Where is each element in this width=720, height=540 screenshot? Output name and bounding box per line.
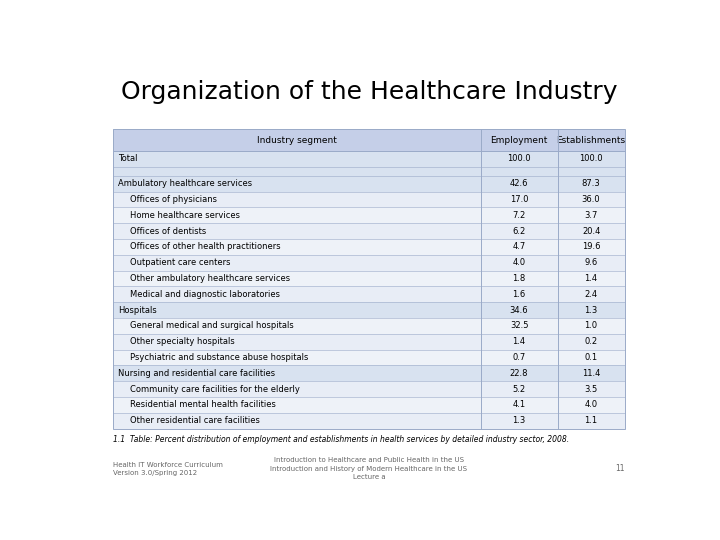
- Bar: [114, 286, 624, 302]
- Text: Ambulatory healthcare services: Ambulatory healthcare services: [118, 179, 252, 188]
- Text: Introduction to Healthcare and Public Health in the US
Introduction and History : Introduction to Healthcare and Public He…: [271, 457, 467, 481]
- Text: Other ambulatory healthcare services: Other ambulatory healthcare services: [130, 274, 290, 283]
- Text: 4.7: 4.7: [513, 242, 526, 252]
- Bar: [114, 318, 624, 334]
- Text: 4.0: 4.0: [513, 258, 526, 267]
- Text: 22.8: 22.8: [510, 369, 528, 378]
- Text: Residential mental health facilities: Residential mental health facilities: [130, 401, 276, 409]
- Text: 11.4: 11.4: [582, 369, 600, 378]
- Bar: [114, 176, 624, 192]
- Text: 9.6: 9.6: [585, 258, 598, 267]
- Text: Total: Total: [118, 154, 138, 163]
- Text: 100.0: 100.0: [508, 154, 531, 163]
- Bar: [114, 334, 624, 349]
- Text: 4.0: 4.0: [585, 401, 598, 409]
- Bar: [114, 207, 624, 223]
- Text: Offices of other health practitioners: Offices of other health practitioners: [130, 242, 281, 252]
- Text: Organization of the Healthcare Industry: Organization of the Healthcare Industry: [121, 80, 617, 104]
- Text: Other residential care facilities: Other residential care facilities: [130, 416, 260, 425]
- Text: General medical and surgical hospitals: General medical and surgical hospitals: [130, 321, 294, 330]
- Text: 87.3: 87.3: [582, 179, 600, 188]
- Text: 5.2: 5.2: [513, 384, 526, 394]
- Text: 100.0: 100.0: [580, 154, 603, 163]
- Text: Psychiatric and substance abuse hospitals: Psychiatric and substance abuse hospital…: [130, 353, 309, 362]
- Bar: [114, 255, 624, 271]
- Bar: [114, 129, 624, 429]
- Bar: [114, 413, 624, 429]
- Text: 0.7: 0.7: [513, 353, 526, 362]
- Text: Other specialty hospitals: Other specialty hospitals: [130, 337, 235, 346]
- Text: 34.6: 34.6: [510, 306, 528, 315]
- Text: 2.4: 2.4: [585, 290, 598, 299]
- Text: 1.3: 1.3: [585, 306, 598, 315]
- Text: 17.0: 17.0: [510, 195, 528, 204]
- Text: 36.0: 36.0: [582, 195, 600, 204]
- Text: 1.4: 1.4: [513, 337, 526, 346]
- Text: Community care facilities for the elderly: Community care facilities for the elderl…: [130, 384, 300, 394]
- Text: 3.7: 3.7: [585, 211, 598, 220]
- Text: Industry segment: Industry segment: [257, 136, 337, 145]
- Text: 1.6: 1.6: [513, 290, 526, 299]
- Text: 11: 11: [615, 464, 624, 474]
- Bar: [114, 192, 624, 207]
- Text: 3.5: 3.5: [585, 384, 598, 394]
- Bar: [114, 129, 624, 151]
- Bar: [114, 271, 624, 286]
- Text: Home healthcare services: Home healthcare services: [130, 211, 240, 220]
- Bar: [114, 381, 624, 397]
- Text: 0.2: 0.2: [585, 337, 598, 346]
- Text: Offices of physicians: Offices of physicians: [130, 195, 217, 204]
- Text: 1.1  Table: Percent distribution of employment and establishments in health serv: 1.1 Table: Percent distribution of emplo…: [114, 435, 570, 444]
- Text: Offices of dentists: Offices of dentists: [130, 227, 207, 235]
- Bar: [114, 349, 624, 366]
- Text: 0.1: 0.1: [585, 353, 598, 362]
- Text: 1.4: 1.4: [585, 274, 598, 283]
- Bar: [114, 366, 624, 381]
- Bar: [114, 223, 624, 239]
- Text: Establishments: Establishments: [557, 136, 626, 145]
- Text: Employment: Employment: [490, 136, 548, 145]
- Text: Hospitals: Hospitals: [118, 306, 157, 315]
- Text: 1.0: 1.0: [585, 321, 598, 330]
- Text: Health IT Workforce Curriculum
Version 3.0/Spring 2012: Health IT Workforce Curriculum Version 3…: [114, 462, 223, 476]
- Bar: [114, 302, 624, 318]
- Text: 32.5: 32.5: [510, 321, 528, 330]
- Text: 4.1: 4.1: [513, 401, 526, 409]
- Bar: [114, 167, 624, 176]
- Text: 1.8: 1.8: [513, 274, 526, 283]
- Text: 19.6: 19.6: [582, 242, 600, 252]
- Text: 7.2: 7.2: [513, 211, 526, 220]
- Bar: [114, 397, 624, 413]
- Text: Outpatient care centers: Outpatient care centers: [130, 258, 230, 267]
- Text: 1.1: 1.1: [585, 416, 598, 425]
- Text: 1.3: 1.3: [513, 416, 526, 425]
- Bar: [114, 151, 624, 167]
- Text: Medical and diagnostic laboratories: Medical and diagnostic laboratories: [130, 290, 280, 299]
- Text: 20.4: 20.4: [582, 227, 600, 235]
- Bar: [114, 239, 624, 255]
- Text: Nursing and residential care facilities: Nursing and residential care facilities: [118, 369, 275, 378]
- Text: 6.2: 6.2: [513, 227, 526, 235]
- Text: 42.6: 42.6: [510, 179, 528, 188]
